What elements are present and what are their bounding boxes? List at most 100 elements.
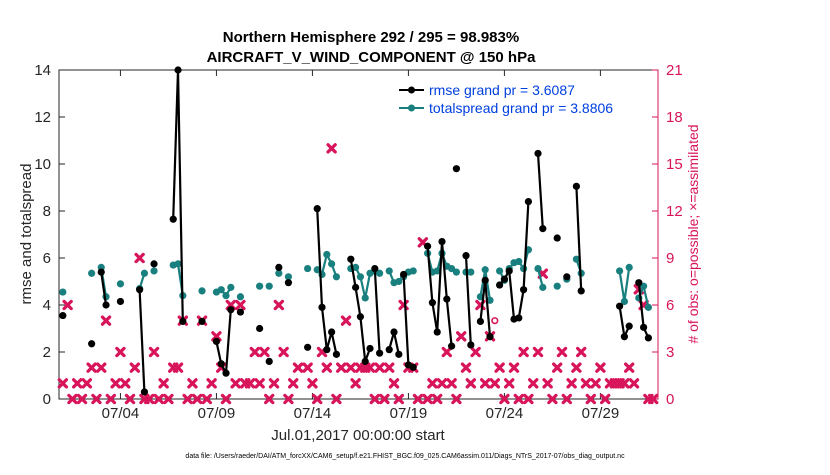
obs-assimilated-marker xyxy=(134,252,145,264)
obs-assimilated-marker xyxy=(451,393,462,405)
rmse-point xyxy=(433,328,441,336)
rmse-line-segment xyxy=(100,271,108,306)
obs-assimilated-marker xyxy=(278,346,289,358)
obs-assimilated-marker xyxy=(124,393,136,405)
y-right-tick-label: 0 xyxy=(666,391,674,408)
chart-title-line1: Northern Hemisphere 292 / 295 = 98.983% xyxy=(223,29,519,46)
obs-assimilated-marker xyxy=(576,346,587,358)
rmse-point xyxy=(505,267,513,275)
obs-assimilated-marker xyxy=(374,362,385,373)
rmse-point xyxy=(443,295,451,303)
obs-assimilated-marker xyxy=(624,362,635,373)
y-right-tick-label: 21 xyxy=(666,62,683,79)
rmse-point xyxy=(313,205,321,213)
spread-point xyxy=(59,288,67,296)
rmse-point xyxy=(500,275,509,283)
y-left-tick-label: 2 xyxy=(43,344,51,361)
spread-point xyxy=(217,286,225,294)
y-axis-right-label: # of obs: o=possible; ×=assimilated xyxy=(685,124,701,343)
obs-assimilated-marker xyxy=(436,378,448,389)
rmse-point xyxy=(332,350,341,358)
spread-point xyxy=(150,267,158,275)
y-left-tick-label: 4 xyxy=(43,297,51,314)
rmse-point xyxy=(620,333,629,341)
obs-possible-marker xyxy=(299,364,307,372)
obs-assimilated-marker xyxy=(148,346,160,358)
obs-assimilated-marker xyxy=(547,393,558,405)
obs-assimilated-marker xyxy=(331,393,342,405)
rmse-point xyxy=(318,303,326,311)
obs-assimilated-marker xyxy=(432,393,443,405)
rmse-point xyxy=(352,283,360,291)
obs-assimilated-marker xyxy=(163,393,174,405)
spread-point xyxy=(644,303,653,311)
rmse-point xyxy=(328,328,336,336)
obs-assimilated-marker xyxy=(350,378,361,389)
obs-assimilated-marker xyxy=(105,393,117,405)
obs-assimilated-marker xyxy=(235,299,246,311)
rmse-point xyxy=(438,237,446,246)
obs-assimilated-marker xyxy=(273,299,285,311)
obs-assimilated-marker xyxy=(566,378,577,389)
rmse-point xyxy=(577,287,585,295)
obs-assimilated-marker xyxy=(460,362,472,373)
obs-assimilated-marker xyxy=(264,393,275,405)
rmse-point xyxy=(476,317,485,326)
obs-assimilated-marker xyxy=(129,362,141,373)
obs-assimilated-marker xyxy=(590,378,601,389)
y-right-tick-label: 9 xyxy=(666,250,674,267)
legend: rmse grand pr = 3.6087 totalspread grand… xyxy=(399,82,613,116)
rmse-point xyxy=(424,242,432,250)
spread-point xyxy=(275,269,283,277)
obs-assimilated-marker xyxy=(427,378,438,389)
rmse-point xyxy=(481,276,489,284)
obs-assimilated-marker xyxy=(446,378,457,389)
rmse-point xyxy=(227,306,235,314)
rmse-point xyxy=(640,323,648,331)
obs-assimilated-marker xyxy=(508,362,520,373)
rmse-point xyxy=(448,342,456,350)
rmse-point xyxy=(361,357,369,365)
spread-point xyxy=(332,273,341,281)
obs-assimilated-marker xyxy=(489,378,501,389)
obs-assimilated-marker xyxy=(379,393,390,405)
obs-assimilated-marker xyxy=(172,362,184,373)
rmse-point xyxy=(385,346,393,354)
y-axis-left-label: rmse and totalspread xyxy=(18,164,35,305)
spread-point xyxy=(553,282,561,290)
spread-point xyxy=(515,257,523,266)
rmse-point xyxy=(212,337,221,346)
spread-point xyxy=(572,255,581,263)
rmse-point xyxy=(534,149,542,158)
obs-assimilated-marker xyxy=(393,393,405,405)
y-left-tick-label: 0 xyxy=(43,391,51,408)
rmse-point xyxy=(217,360,225,368)
rmse-point xyxy=(390,328,398,336)
rmse-point xyxy=(462,252,470,260)
plot-area xyxy=(58,69,659,400)
spread-point xyxy=(227,283,235,291)
obs-assimilated-marker xyxy=(528,378,539,389)
rmse-line-segment xyxy=(373,268,381,354)
legend-spread-label: totalspread grand pr = 3.8806 xyxy=(429,100,613,116)
obs-assimilated-marker xyxy=(244,378,256,389)
y-left-tick-label: 8 xyxy=(43,203,51,220)
obs-assimilated-marker xyxy=(494,362,505,373)
obs-assimilated-marker xyxy=(115,346,126,358)
obs-assimilated-marker xyxy=(336,362,347,373)
rmse-point xyxy=(140,388,149,396)
x-tick-label: 07/09 xyxy=(198,405,236,422)
spread-point xyxy=(222,292,230,300)
obs-assimilated-marker xyxy=(120,378,131,389)
spread-point xyxy=(486,296,494,304)
spread-point xyxy=(256,282,264,290)
rmse-point xyxy=(366,344,374,353)
obs-assimilated-marker xyxy=(307,378,318,389)
spread-point xyxy=(376,269,384,277)
obs-assimilated-marker xyxy=(249,346,261,358)
rmse-point xyxy=(97,268,105,276)
rmse-point xyxy=(136,286,144,294)
x-tick-label: 07/14 xyxy=(294,405,332,422)
rmse-point xyxy=(236,308,245,316)
